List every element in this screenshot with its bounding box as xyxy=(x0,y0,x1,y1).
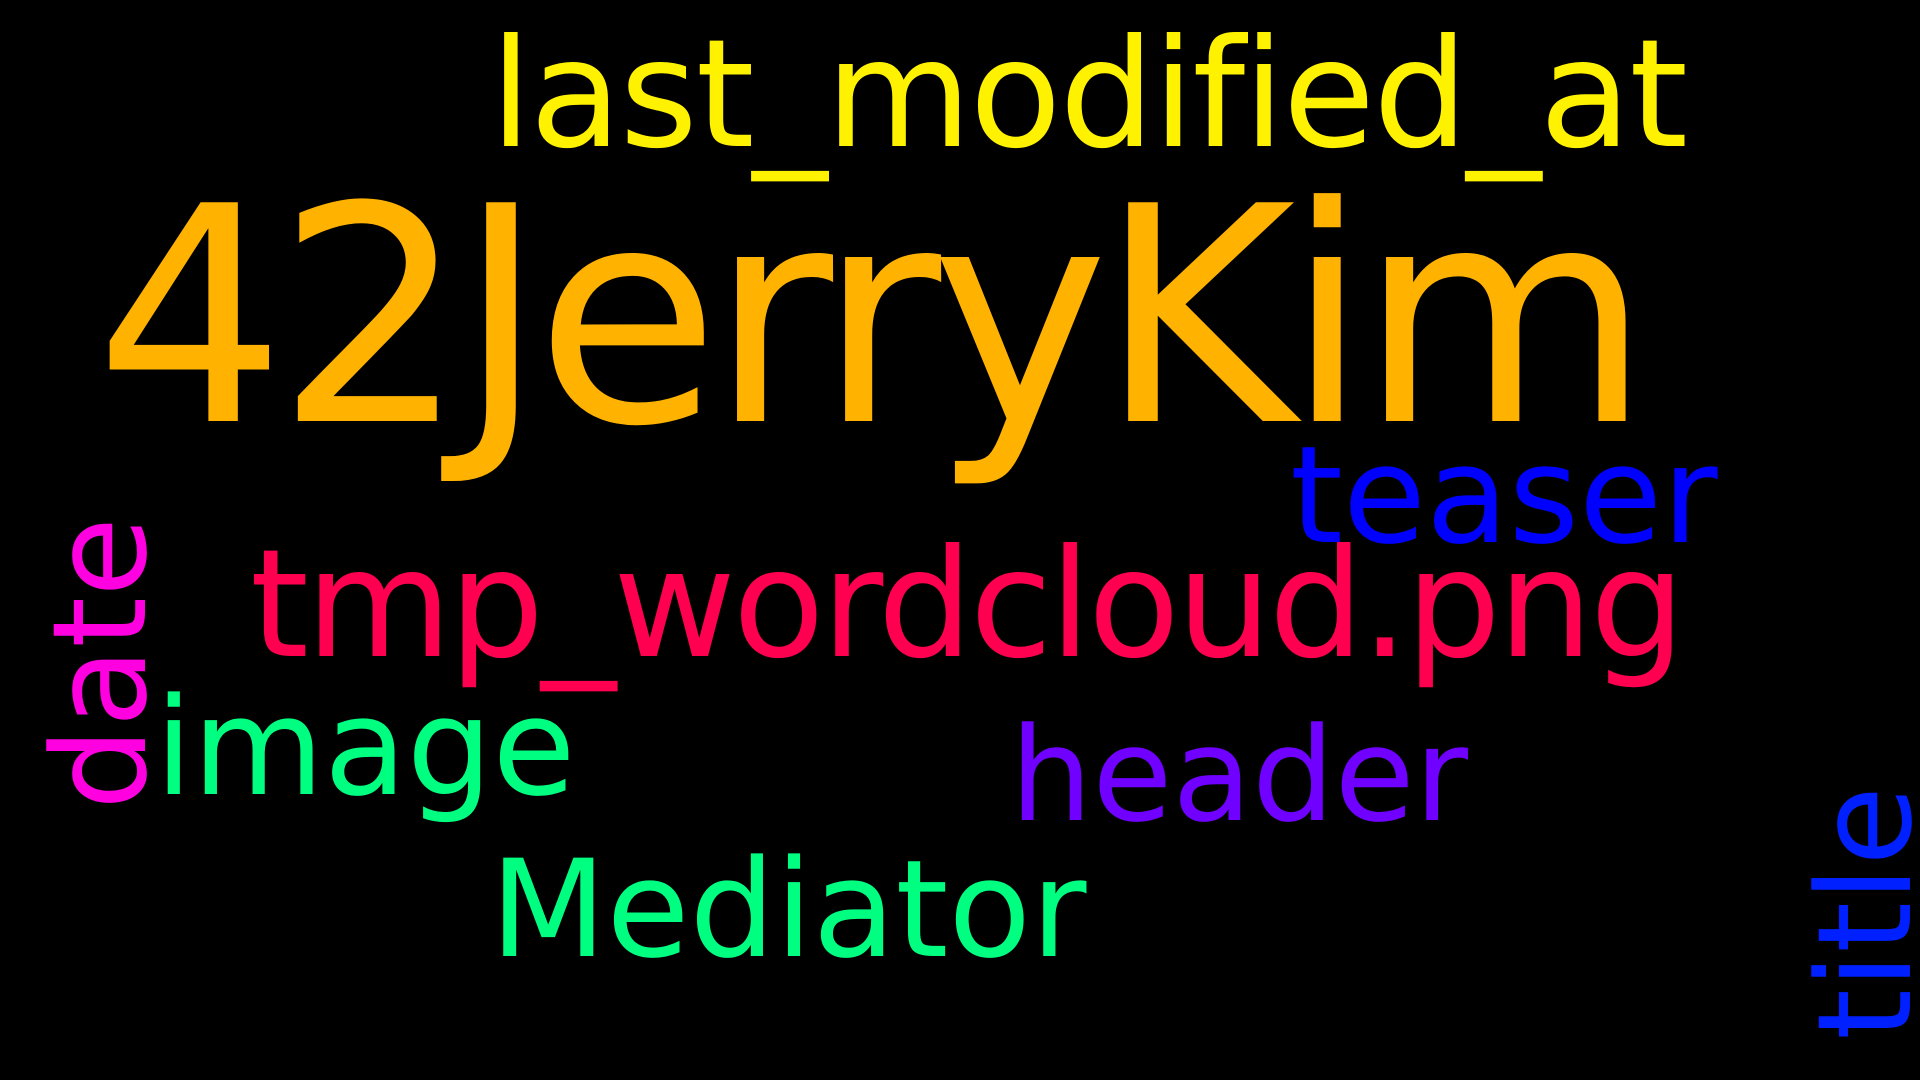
word-date: date xyxy=(24,516,176,810)
word-last-modified-at: last_modified_at xyxy=(490,8,1688,182)
word-title: title xyxy=(1789,785,1920,1040)
word-mediator: Mediator xyxy=(490,831,1087,988)
word-tmp-wordcloud-png: tmp_wordcloud.png xyxy=(250,518,1685,692)
word-teaser: teaser xyxy=(1290,417,1718,574)
word-header: header xyxy=(1010,699,1468,851)
word-image: image xyxy=(155,669,576,826)
word-42jerrykim: 42JerryKim xyxy=(95,143,1651,492)
